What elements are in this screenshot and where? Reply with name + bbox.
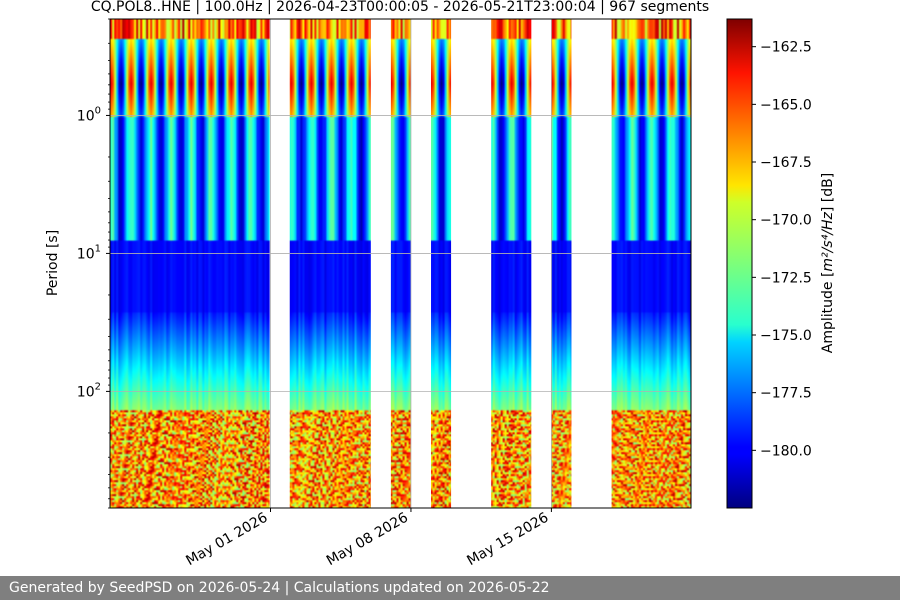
data-gap	[370, 19, 391, 508]
colorbar-label-math: m²/s⁴/Hz	[820, 211, 836, 271]
x-axis: May 01 2026 May 08 2026 May 15 2026	[183, 508, 552, 570]
data-gap	[571, 19, 612, 508]
colorbar: −162.5 −165.0 −167.5 −170.0 −172.5 −175.0 −177…	[726, 18, 836, 509]
colorbar-tick-label: −180.0	[760, 443, 812, 459]
colorbar-label: Amplitude [m²/s⁴/Hz] [dB]	[820, 173, 836, 353]
y-tick-exponent: 2	[95, 381, 101, 392]
y-axis: 10−1100101102	[77, 18, 110, 509]
y-tick-label: 101	[77, 243, 101, 262]
colorbar-gradient	[727, 19, 752, 508]
y-tick-base: 10	[77, 108, 95, 124]
y-tick-exponent: 0	[95, 105, 101, 116]
y-tick-base: 10	[77, 246, 95, 262]
y-tick-exponent: 1	[95, 243, 101, 254]
colorbar-tick-label: −172.5	[760, 270, 812, 286]
colorbar-frame	[726, 18, 753, 509]
chart-title: CQ.POL8..HNE | 100.0Hz | 2026-04-23T00:0…	[91, 0, 709, 15]
y-tick-base: 10	[77, 384, 95, 400]
colorbar-tick-label: −165.0	[760, 97, 812, 113]
colorbar-label-post: ] [dB]	[820, 173, 836, 212]
data-gap	[269, 19, 290, 508]
colorbar-tick-label: −162.5	[760, 40, 812, 56]
heatmap	[110, 19, 691, 508]
grid-lines	[110, 19, 691, 508]
colorbar-label-pre: Amplitude [	[820, 272, 836, 354]
x-tick-label: May 15 2026	[464, 510, 551, 570]
y-axis-label: Period [s]	[45, 230, 61, 296]
colorbar-tick-label: −175.0	[760, 328, 812, 344]
y-tick-label: 100	[77, 105, 101, 124]
colorbar-tick-label: −177.5	[760, 386, 812, 402]
footer-banner: Generated by SeedPSD on 2026-05-24 | Cal…	[0, 576, 900, 600]
colorbar-tick-label: −167.5	[760, 155, 812, 171]
psd-figure: CQ.POL8..HNE | 100.0Hz | 2026-04-23T00:0…	[45, 0, 836, 570]
data-gap	[531, 19, 552, 508]
colorbar-ticks: −162.5 −165.0 −167.5 −170.0 −172.5 −175.0 −177…	[752, 40, 812, 459]
x-tick-label: May 08 2026	[324, 510, 411, 570]
data-gap	[410, 19, 432, 508]
x-tick-label: May 01 2026	[183, 510, 270, 570]
plot-frame	[109, 18, 692, 509]
data-gaps	[269, 19, 612, 508]
data-gap	[451, 19, 492, 508]
y-tick-label: 102	[77, 381, 101, 400]
colorbar-tick-label: −170.0	[760, 213, 812, 229]
